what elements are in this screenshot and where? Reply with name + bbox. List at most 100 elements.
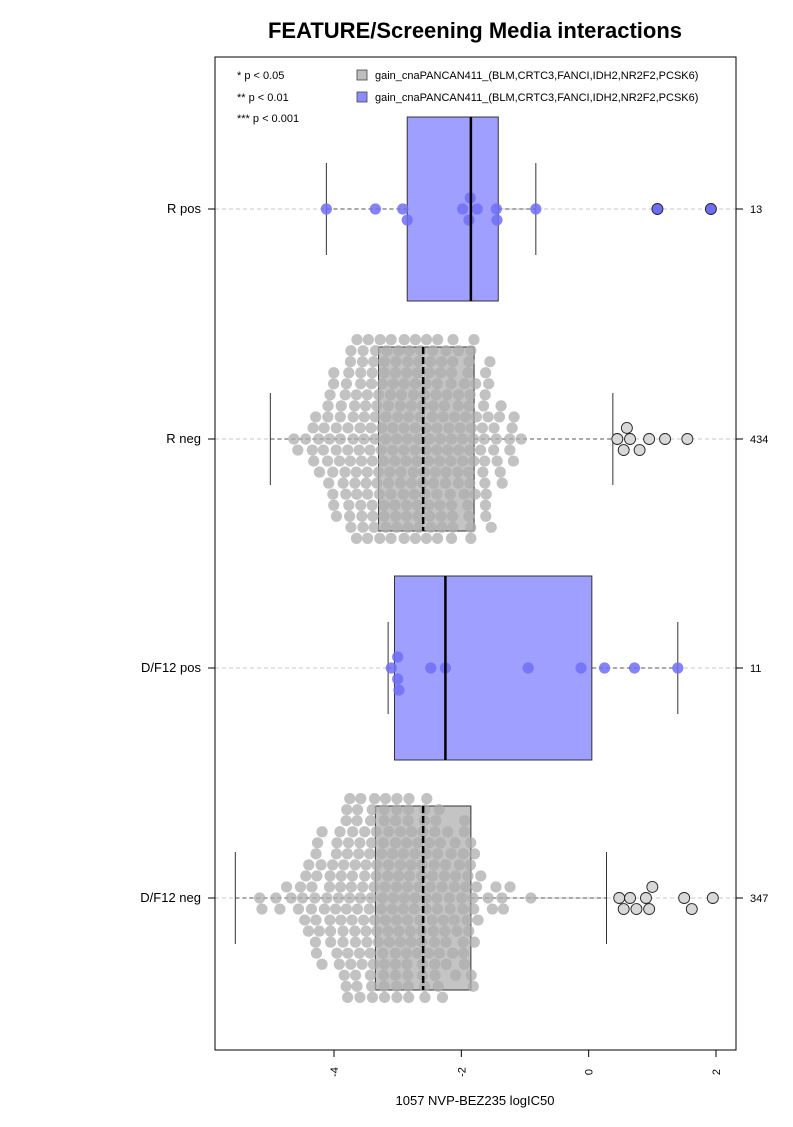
data-point bbox=[372, 936, 384, 948]
data-point bbox=[447, 521, 459, 533]
data-point bbox=[369, 433, 381, 445]
data-point bbox=[468, 848, 481, 860]
significance-note-3: *** p < 0.001 bbox=[237, 113, 299, 125]
data-point bbox=[335, 870, 347, 882]
data-point bbox=[482, 892, 494, 904]
data-point bbox=[446, 947, 459, 959]
count-label: 347 bbox=[750, 893, 768, 905]
data-point bbox=[409, 444, 421, 456]
data-point bbox=[364, 947, 376, 959]
data-point bbox=[432, 980, 444, 992]
data-point bbox=[464, 389, 476, 401]
data-point bbox=[467, 433, 480, 445]
data-point bbox=[390, 356, 402, 368]
data-point bbox=[365, 378, 378, 390]
data-point bbox=[431, 892, 443, 904]
data-point bbox=[318, 422, 330, 434]
data-point bbox=[383, 826, 395, 838]
data-point bbox=[461, 914, 473, 926]
data-point bbox=[434, 433, 447, 445]
data-point bbox=[413, 881, 425, 893]
data-point bbox=[490, 881, 502, 893]
data-point bbox=[377, 837, 389, 849]
data-point bbox=[372, 466, 385, 478]
data-point bbox=[360, 477, 372, 489]
data-point bbox=[412, 510, 424, 522]
data-point bbox=[389, 815, 402, 827]
axis-layer: R pos 13 R neg 434 D/F12 pos 11 D/F12 neg 347 -4… bbox=[140, 201, 768, 1077]
data-point bbox=[431, 532, 444, 544]
data-point bbox=[351, 488, 363, 500]
data-point bbox=[467, 892, 479, 904]
data-point bbox=[340, 903, 352, 915]
data-point bbox=[306, 444, 318, 456]
data-point bbox=[386, 444, 399, 456]
data-point bbox=[467, 980, 479, 992]
data-point bbox=[351, 980, 363, 992]
significance-note-1: * p < 0.05 bbox=[237, 70, 284, 82]
data-point bbox=[366, 455, 379, 467]
data-point bbox=[382, 859, 395, 871]
data-point bbox=[458, 378, 471, 390]
data-point bbox=[330, 848, 343, 860]
data-point bbox=[355, 367, 367, 379]
data-point bbox=[317, 444, 329, 456]
data-point bbox=[398, 444, 410, 456]
data-point bbox=[355, 455, 368, 467]
data-point bbox=[368, 881, 380, 893]
data-point bbox=[382, 400, 394, 412]
data-point bbox=[427, 925, 440, 937]
data-point bbox=[398, 422, 410, 434]
data-point bbox=[423, 837, 436, 849]
data-point bbox=[485, 521, 497, 533]
data-point bbox=[369, 793, 381, 805]
data-point bbox=[445, 455, 457, 467]
data-point bbox=[436, 356, 448, 368]
data-point bbox=[335, 914, 347, 926]
data-point bbox=[464, 859, 476, 871]
data-point bbox=[351, 903, 364, 915]
data-point bbox=[353, 947, 366, 959]
data-point bbox=[391, 980, 403, 992]
data-point bbox=[453, 859, 466, 871]
data-point bbox=[483, 378, 495, 390]
data-point bbox=[428, 859, 440, 871]
data-point bbox=[313, 466, 326, 478]
data-point bbox=[342, 947, 354, 959]
data-point bbox=[480, 510, 492, 522]
data-point bbox=[488, 444, 500, 456]
data-point bbox=[456, 892, 468, 904]
data-point bbox=[409, 378, 421, 390]
outlier-point bbox=[643, 903, 656, 915]
data-point bbox=[465, 345, 477, 357]
data-point bbox=[402, 815, 414, 827]
data-point bbox=[343, 367, 355, 379]
data-point bbox=[465, 532, 477, 544]
data-point bbox=[462, 499, 474, 511]
data-point bbox=[382, 870, 394, 882]
data-point bbox=[354, 837, 366, 849]
data-point bbox=[340, 378, 353, 390]
data-point bbox=[337, 936, 349, 948]
data-point bbox=[425, 521, 437, 533]
data-point bbox=[423, 947, 435, 959]
data-point bbox=[445, 848, 457, 860]
data-point bbox=[349, 859, 361, 871]
data-point bbox=[389, 455, 401, 467]
data-point bbox=[366, 499, 378, 511]
data-point bbox=[288, 433, 300, 445]
outlier-point bbox=[624, 892, 636, 904]
data-point bbox=[371, 400, 383, 412]
data-point bbox=[349, 477, 361, 489]
data-point bbox=[394, 400, 406, 412]
data-point bbox=[407, 389, 420, 401]
data-point bbox=[422, 455, 435, 467]
data-point bbox=[426, 870, 439, 882]
data-point bbox=[328, 499, 340, 511]
data-point bbox=[403, 991, 415, 1003]
data-point bbox=[445, 367, 458, 379]
data-point bbox=[302, 925, 315, 937]
data-point bbox=[429, 969, 441, 981]
data-point bbox=[328, 367, 340, 379]
data-point bbox=[598, 662, 611, 674]
